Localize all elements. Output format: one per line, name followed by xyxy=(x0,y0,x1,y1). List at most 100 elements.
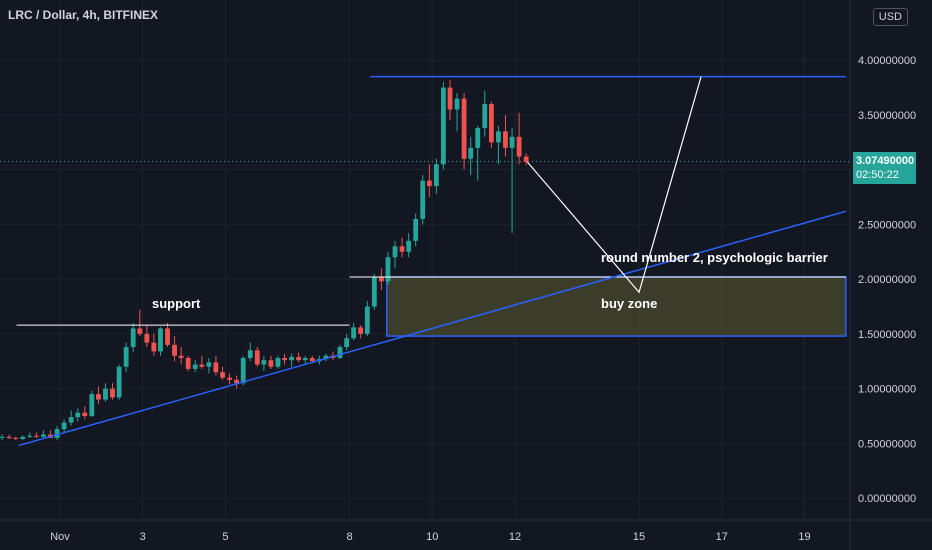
candle-body xyxy=(282,357,287,361)
candle-body xyxy=(165,328,170,345)
candle-body xyxy=(41,434,46,437)
candle-body xyxy=(199,364,205,367)
x-tick-label: 19 xyxy=(798,531,810,543)
time-axis[interactable]: Nov 3 5 8 10 12 15 17 19 xyxy=(50,531,810,543)
candles-group xyxy=(0,79,529,441)
candle-body xyxy=(27,435,33,437)
candle-body xyxy=(447,87,453,110)
candle-body xyxy=(268,360,274,367)
candle-body xyxy=(426,180,432,187)
candle-body xyxy=(75,412,81,418)
candle-body xyxy=(247,350,253,358)
trend-drawings xyxy=(16,75,847,447)
candle-body xyxy=(130,328,136,348)
candle-body xyxy=(158,328,163,352)
candle-body xyxy=(496,131,501,143)
candle-body xyxy=(523,156,529,163)
candle-body xyxy=(254,350,260,365)
y-tick-label: 0.50000000 xyxy=(858,438,916,450)
candle-body xyxy=(351,327,357,339)
candle-body xyxy=(399,246,405,252)
candle-body xyxy=(275,357,281,367)
projection-path xyxy=(526,76,702,294)
candle-body xyxy=(82,412,88,416)
current-price-label: 3.07490000 02:50:22 xyxy=(853,152,916,185)
candle-body xyxy=(378,276,384,282)
candle-body xyxy=(116,366,122,398)
y-tick-label: 0.00000000 xyxy=(858,493,916,505)
candle-body xyxy=(20,436,26,439)
currency-button[interactable]: USD xyxy=(872,8,908,26)
x-tick-label: 8 xyxy=(346,531,352,543)
candle-body xyxy=(516,136,522,157)
support-annotation: support xyxy=(152,296,201,311)
ascending-trendline xyxy=(18,210,847,447)
candle-body xyxy=(509,136,515,148)
candle-body xyxy=(89,394,95,416)
candle-body xyxy=(68,417,74,423)
buy-zone-rect xyxy=(385,276,847,337)
candle-body xyxy=(302,357,308,361)
candle-body xyxy=(240,357,246,384)
candle-body xyxy=(488,104,494,143)
candle-body xyxy=(192,364,198,369)
candle-body xyxy=(440,87,446,165)
x-tick-label: 15 xyxy=(633,531,645,543)
candle-countdown: 02:50:22 xyxy=(856,169,899,182)
y-tick-label: 1.50000000 xyxy=(858,329,916,341)
x-tick-label: Nov xyxy=(50,531,70,543)
candle-body xyxy=(33,435,39,437)
candle-body xyxy=(110,388,115,398)
x-tick-label: 12 xyxy=(509,531,521,543)
candle-body xyxy=(96,394,101,400)
candle-body xyxy=(172,344,177,356)
candle-body xyxy=(420,180,426,219)
candle-body xyxy=(206,362,212,367)
price-axis[interactable]: 4.000000003.500000003.000000002.50000000… xyxy=(858,55,916,505)
candle-body xyxy=(503,131,508,148)
candle-body xyxy=(475,128,481,148)
candle-body xyxy=(0,436,5,438)
candle-body xyxy=(289,356,295,361)
y-tick-label: 4.00000000 xyxy=(858,55,916,67)
buy-zone-box xyxy=(385,276,847,337)
candle-body xyxy=(13,437,19,439)
candle-body xyxy=(261,360,267,365)
candle-body xyxy=(185,357,191,369)
candle-body xyxy=(482,104,488,129)
candle-body xyxy=(144,333,150,343)
candle-body xyxy=(54,429,60,438)
candle-body xyxy=(433,164,439,187)
current-price-value: 3.07490000 xyxy=(856,155,915,168)
candle-body xyxy=(6,436,12,438)
candle-body xyxy=(213,362,219,373)
candle-body xyxy=(392,246,398,258)
symbol-title: LRC / Dollar, 4h, BITFINEX xyxy=(8,8,159,22)
buy-zone-annotation: buy zone xyxy=(601,296,657,311)
y-tick-label: 1.00000000 xyxy=(858,384,916,396)
candle-body xyxy=(364,306,370,334)
y-tick-label: 2.50000000 xyxy=(858,219,916,231)
candle-body xyxy=(385,257,391,282)
round-number-annotation: round number 2, psychologic barrier xyxy=(601,250,828,265)
candle-body xyxy=(220,372,225,378)
candle-body xyxy=(461,98,467,159)
candle-body xyxy=(123,347,129,367)
candle-body xyxy=(296,356,302,361)
candle-body xyxy=(234,379,240,384)
x-tick-label: 5 xyxy=(222,531,228,543)
candle-body xyxy=(137,328,143,334)
x-tick-label: 3 xyxy=(140,531,146,543)
candle-body xyxy=(337,347,343,358)
y-tick-label: 3.50000000 xyxy=(858,110,916,122)
candle-body xyxy=(309,357,315,362)
x-tick-label: 10 xyxy=(426,531,438,543)
candle-body xyxy=(406,240,412,252)
candle-body xyxy=(468,147,474,159)
candle-body xyxy=(344,338,350,348)
candle-body xyxy=(103,388,108,400)
y-tick-label: 2.00000000 xyxy=(858,274,916,286)
candle-body xyxy=(323,355,329,360)
